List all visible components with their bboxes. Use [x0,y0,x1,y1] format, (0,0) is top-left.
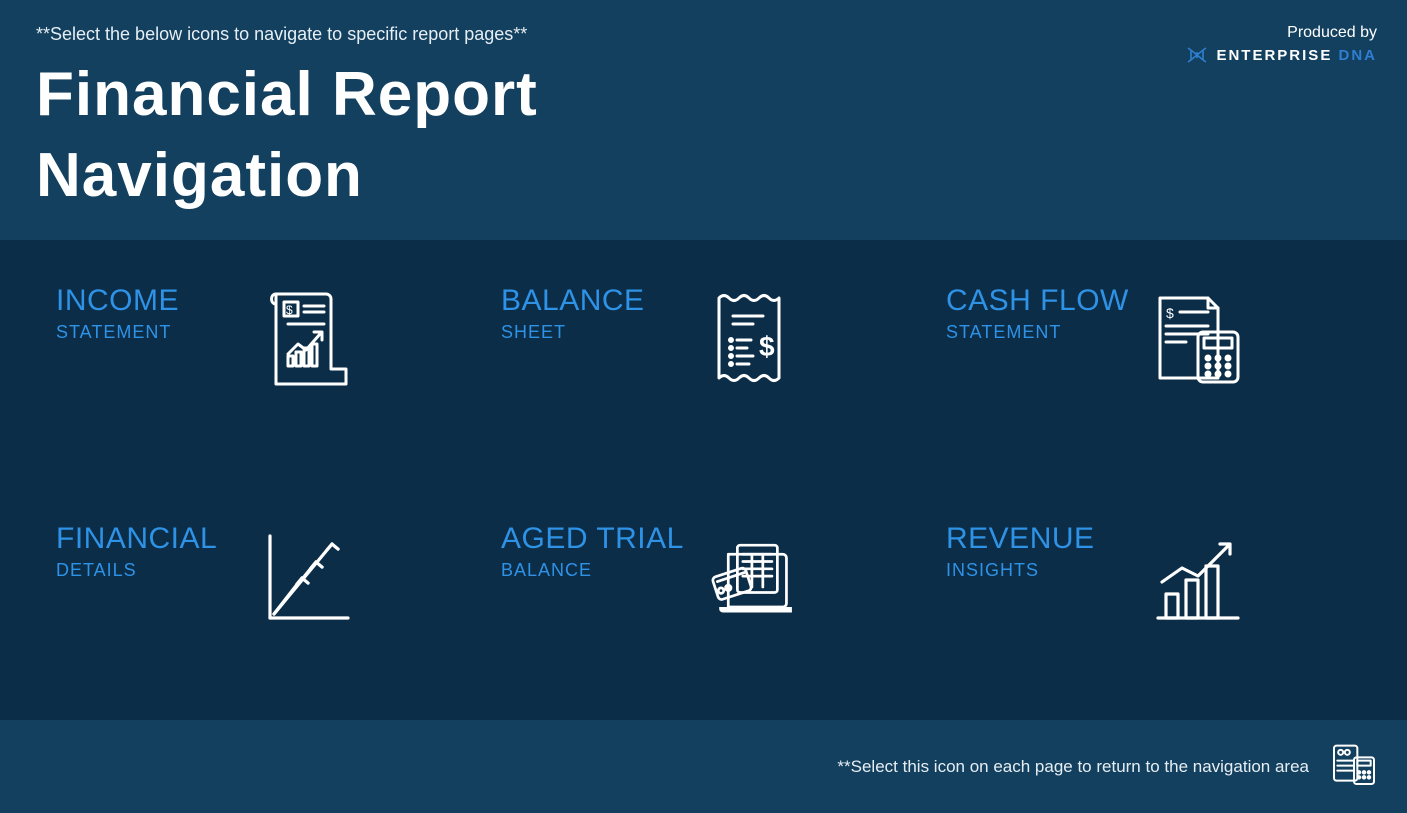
nav-card-income-statement[interactable]: INCOME STATEMENT $ [56,284,461,462]
nav-grid: INCOME STATEMENT $ BALANCE [0,240,1407,720]
financial-details-icon [256,522,356,637]
footer-instruction: **Select this icon on each page to retur… [837,757,1309,777]
title-line-2: Navigation [36,136,1371,217]
balance-sheet-icon: $ [701,284,801,399]
card-title: BALANCE [501,284,691,318]
card-title: REVENUE [946,522,1136,556]
return-nav-icon[interactable] [1329,739,1379,794]
dna-helix-icon [1186,46,1208,64]
header: **Select the below icons to navigate to … [0,0,1407,240]
logo-dna-text: DNA [1339,47,1378,64]
produced-by: Produced by ENTERPRISE DNA [1186,24,1377,64]
logo-enterprise-text: ENTERPRISE [1216,47,1332,64]
card-subtitle: BALANCE [501,560,691,581]
card-subtitle: SHEET [501,322,691,343]
page-title: Financial Report Navigation [36,55,1371,216]
aged-trial-icon [701,522,801,637]
card-subtitle: DETAILS [56,560,246,581]
svg-text:$: $ [759,331,775,362]
card-title: FINANCIAL [56,522,246,556]
card-title: INCOME [56,284,246,318]
cash-flow-icon: $ [1146,284,1246,399]
card-subtitle: STATEMENT [56,322,246,343]
svg-text:$: $ [1166,305,1174,321]
card-subtitle: INSIGHTS [946,560,1136,581]
title-line-1: Financial Report [36,55,1371,136]
enterprise-dna-logo: ENTERPRISE DNA [1186,46,1377,64]
svg-text:$: $ [286,303,293,317]
revenue-insights-icon [1146,522,1246,637]
card-subtitle: STATEMENT [946,322,1136,343]
nav-card-balance-sheet[interactable]: BALANCE SHEET $ [501,284,906,462]
produced-label: Produced by [1186,24,1377,42]
nav-card-financial-details[interactable]: FINANCIAL DETAILS [56,522,461,700]
nav-card-aged-trial-balance[interactable]: AGED TRIAL BALANCE [501,522,906,700]
income-statement-icon: $ [256,284,356,399]
nav-card-revenue-insights[interactable]: REVENUE INSIGHTS [946,522,1351,700]
header-instruction: **Select the below icons to navigate to … [36,24,1371,45]
nav-card-cash-flow[interactable]: CASH FLOW STATEMENT $ [946,284,1351,462]
footer: **Select this icon on each page to retur… [0,720,1407,813]
card-title: AGED TRIAL [501,522,691,556]
card-title: CASH FLOW [946,284,1136,318]
